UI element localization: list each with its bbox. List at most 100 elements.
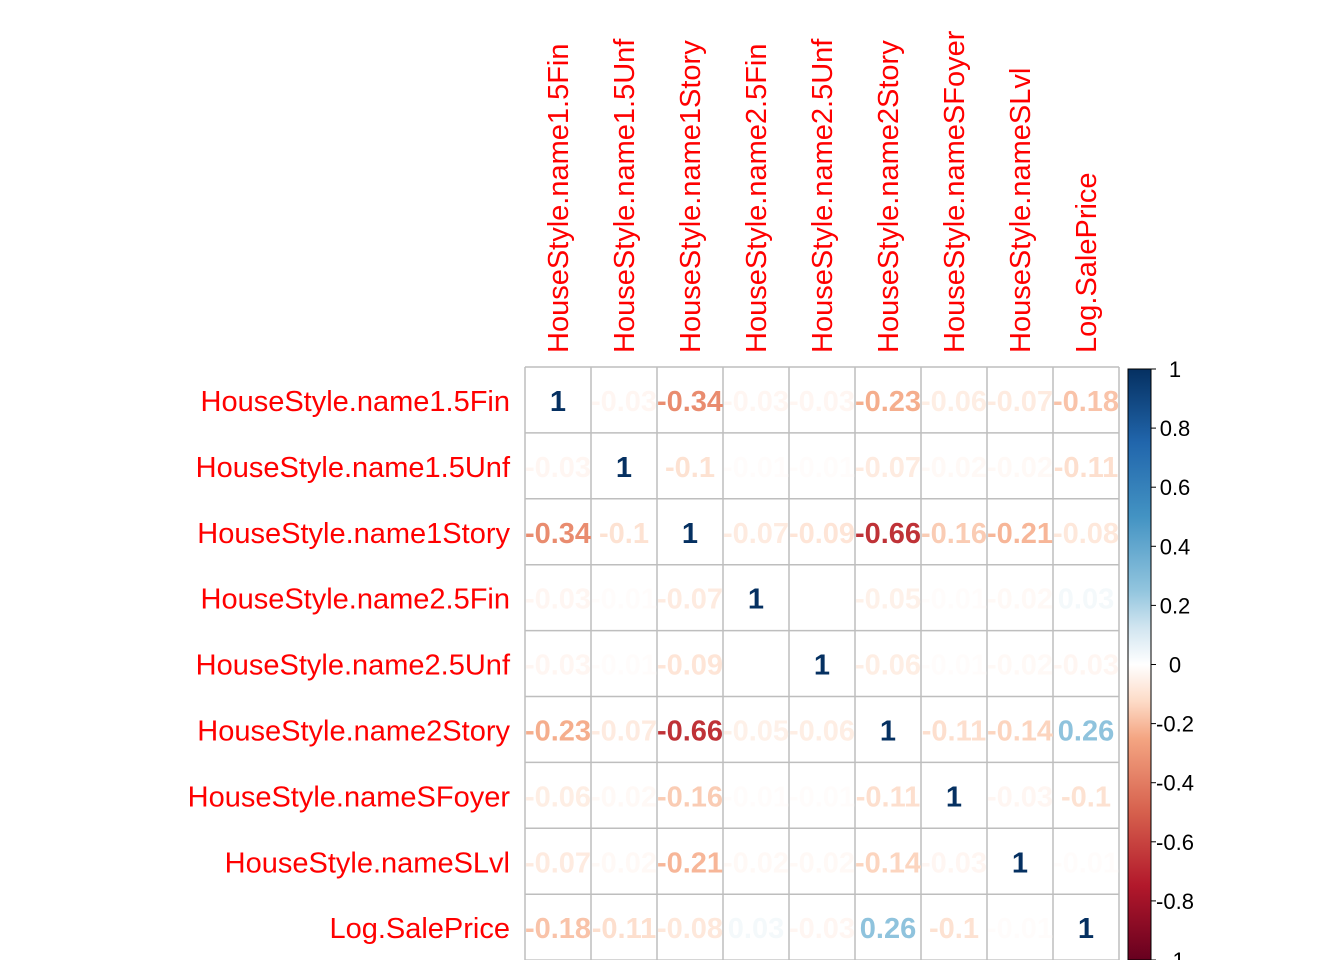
row-label: HouseStyle.name1.5Unf	[196, 452, 511, 484]
cell-value: 1	[1012, 847, 1028, 879]
row-label: HouseStyle.name2.5Unf	[196, 650, 511, 682]
row-label: HouseStyle.nameSFoyer	[188, 781, 511, 813]
cell-value: 1	[880, 715, 896, 747]
cell-value: -0.03	[921, 847, 987, 879]
cell-value: -0.02	[987, 584, 1053, 616]
cell-value: -0.11	[856, 781, 921, 813]
cell-value: -0.21	[657, 847, 723, 879]
column-label: HouseStyle.name1.5Unf	[609, 38, 641, 353]
cell-value: -0.09	[789, 518, 855, 550]
cell-value: -0.1	[1061, 781, 1111, 813]
cell-value: -0.07	[657, 584, 723, 616]
cell-value: 0	[748, 650, 764, 682]
cell-value: -0.07	[591, 715, 657, 747]
cell-value: 0.26	[860, 913, 916, 945]
cell-value: -0.1	[929, 913, 979, 945]
cell-value: -0.01	[723, 452, 789, 484]
cell-value: -0.66	[657, 715, 723, 747]
cell-value: -0.07	[525, 847, 591, 879]
cell-value: -0.09	[657, 650, 723, 682]
row-labels: HouseStyle.name1.5Fin HouseStyle.name1.5U…	[188, 386, 511, 945]
cell-value: -0.05	[855, 584, 921, 616]
cell-value: -0.11	[1054, 452, 1119, 484]
color-bar-tick-label: 0.2	[1160, 593, 1191, 618]
cell-value: -0.16	[657, 781, 723, 813]
color-bar-tick-label: 0	[1169, 653, 1181, 678]
row-label: HouseStyle.name1Story	[197, 518, 510, 550]
cell-value: -0.21	[987, 518, 1053, 550]
cell-value: -0.11	[592, 913, 657, 945]
cell-value: -0.02	[921, 452, 987, 484]
cell-value: -0.02	[591, 781, 657, 813]
cell-value: 0.03	[728, 913, 784, 945]
cell-value: -0.02	[723, 847, 789, 879]
row-label: HouseStyle.nameSLvl	[225, 847, 510, 879]
cell-value: -0.03	[591, 386, 657, 418]
cell-value: -0.14	[855, 847, 921, 879]
cell-value: 1	[616, 452, 632, 484]
cell-value: -0.03	[525, 452, 591, 484]
cell-value: -0.01	[591, 650, 657, 682]
color-bar	[1127, 368, 1152, 960]
cell-value: -0.06	[855, 650, 921, 682]
row-label: HouseStyle.name2.5Fin	[201, 584, 511, 616]
cell-value: -0.01	[789, 452, 855, 484]
column-label: HouseStyle.name1.5Fin	[543, 44, 575, 354]
column-label: Log.SalePrice	[1071, 172, 1103, 353]
color-bar-tick-label: -1	[1165, 948, 1185, 960]
cell-value: 1	[748, 584, 764, 616]
cell-value: -0.05	[723, 715, 789, 747]
matrix-grid	[524, 366, 1120, 960]
column-label: HouseStyle.nameSLvl	[1005, 68, 1037, 353]
cell-value: -0.16	[921, 518, 987, 550]
cell-value: 1	[682, 518, 698, 550]
cell-value: -0.66	[855, 518, 921, 550]
cell-value: 1	[946, 781, 962, 813]
cell-value: -0.01	[987, 913, 1053, 945]
cell-value: -0.34	[657, 386, 723, 418]
cell-value: -0.07	[855, 452, 921, 484]
cell-value: -0.03	[525, 650, 591, 682]
row-label: HouseStyle.name2Story	[197, 715, 510, 747]
column-label: HouseStyle.name2Story	[873, 40, 905, 353]
cell-value: -0.03	[987, 781, 1053, 813]
color-bar-tick-label: -0.6	[1156, 830, 1194, 855]
color-bar-tick-label: 0.4	[1160, 534, 1191, 559]
color-bar-tick-label: 0.8	[1160, 416, 1191, 441]
cell-value: 1	[550, 386, 566, 418]
cell-value: -0.07	[723, 518, 789, 550]
cell-value: -0.06	[789, 715, 855, 747]
cell-value: -0.01	[921, 584, 987, 616]
column-label: HouseStyle.name2.5Fin	[741, 44, 773, 354]
row-label: Log.SalePrice	[329, 913, 510, 945]
column-label: HouseStyle.name2.5Unf	[807, 38, 839, 353]
cell-value: -0.23	[525, 715, 591, 747]
cell-value: 1	[814, 650, 830, 682]
cell-value: -0.14	[987, 715, 1053, 747]
color-bar-tick-label: 0.6	[1160, 475, 1191, 500]
cell-value: -0.1	[665, 452, 715, 484]
cell-value: -0.23	[855, 386, 921, 418]
column-labels: HouseStyle.name1.5Fin HouseStyle.name1.5U…	[543, 30, 1103, 353]
color-bar-tick-label: -0.2	[1156, 712, 1194, 737]
cell-value: -0.03	[1053, 650, 1119, 682]
cell-value: -0.01	[591, 584, 657, 616]
color-bar-tick-label: -0.4	[1156, 771, 1194, 796]
column-label: HouseStyle.name1Story	[675, 40, 707, 353]
cell-value: -0.01	[921, 650, 987, 682]
cell-value: -0.07	[987, 386, 1053, 418]
cell-value: -0.03	[723, 386, 789, 418]
color-bar-tick-label: 1	[1169, 357, 1181, 382]
cell-value: -0.18	[1053, 386, 1119, 418]
cell-value: -0.06	[525, 781, 591, 813]
cell-value: -0.02	[789, 847, 855, 879]
cell-value: -0.01	[1053, 847, 1119, 879]
cell-value: -0.03	[789, 913, 855, 945]
cell-value: -0.18	[525, 913, 591, 945]
cell-value: -0.01	[789, 781, 855, 813]
cell-value: -0.34	[525, 518, 591, 550]
cell-value: -0.06	[921, 386, 987, 418]
cell-value: -0.02	[987, 452, 1053, 484]
cell-value: -0.1	[599, 518, 649, 550]
